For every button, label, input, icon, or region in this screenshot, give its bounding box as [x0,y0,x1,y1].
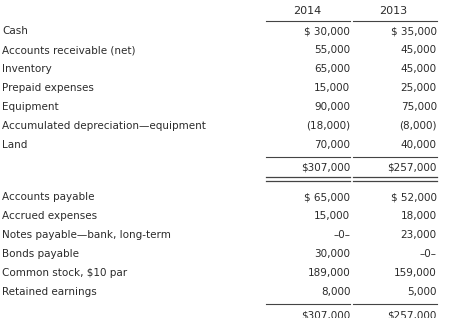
Text: 15,000: 15,000 [314,83,350,93]
Text: $257,000: $257,000 [387,163,437,173]
Text: –0–: –0– [334,230,350,240]
Text: –0–: –0– [420,249,437,259]
Text: Accounts payable: Accounts payable [2,192,95,202]
Text: 65,000: 65,000 [314,64,350,74]
Text: $ 35,000: $ 35,000 [391,26,437,36]
Text: 2013: 2013 [379,6,408,16]
Text: 90,000: 90,000 [314,102,350,112]
Text: Inventory: Inventory [2,64,52,74]
Text: Accrued expenses: Accrued expenses [2,211,97,221]
Text: 2014: 2014 [293,6,321,16]
Text: 23,000: 23,000 [401,230,437,240]
Text: 8,000: 8,000 [321,287,350,297]
Text: Prepaid expenses: Prepaid expenses [2,83,94,93]
Text: 45,000: 45,000 [401,64,437,74]
Text: (8,000): (8,000) [399,121,437,131]
Text: 70,000: 70,000 [314,140,350,150]
Text: 159,000: 159,000 [394,268,437,278]
Text: $ 65,000: $ 65,000 [304,192,350,202]
Text: 30,000: 30,000 [314,249,350,259]
Text: Accounts receivable (net): Accounts receivable (net) [2,45,136,55]
Text: Retained earnings: Retained earnings [2,287,97,297]
Text: (18,000): (18,000) [306,121,350,131]
Text: Notes payable—bank, long-term: Notes payable—bank, long-term [2,230,171,240]
Text: $ 52,000: $ 52,000 [391,192,437,202]
Text: 25,000: 25,000 [401,83,437,93]
Text: $307,000: $307,000 [301,163,350,173]
Text: 55,000: 55,000 [314,45,350,55]
Text: $ 30,000: $ 30,000 [304,26,350,36]
Text: Cash: Cash [2,26,28,36]
Text: Accumulated depreciation—equipment: Accumulated depreciation—equipment [2,121,206,131]
Text: Common stock, $10 par: Common stock, $10 par [2,268,127,278]
Text: 189,000: 189,000 [308,268,350,278]
Text: Bonds payable: Bonds payable [2,249,79,259]
Text: 15,000: 15,000 [314,211,350,221]
Text: Land: Land [2,140,28,150]
Text: 75,000: 75,000 [401,102,437,112]
Text: 40,000: 40,000 [401,140,437,150]
Text: 5,000: 5,000 [407,287,437,297]
Text: 18,000: 18,000 [401,211,437,221]
Text: Equipment: Equipment [2,102,59,112]
Text: $307,000: $307,000 [301,310,350,318]
Text: 45,000: 45,000 [401,45,437,55]
Text: $257,000: $257,000 [387,310,437,318]
